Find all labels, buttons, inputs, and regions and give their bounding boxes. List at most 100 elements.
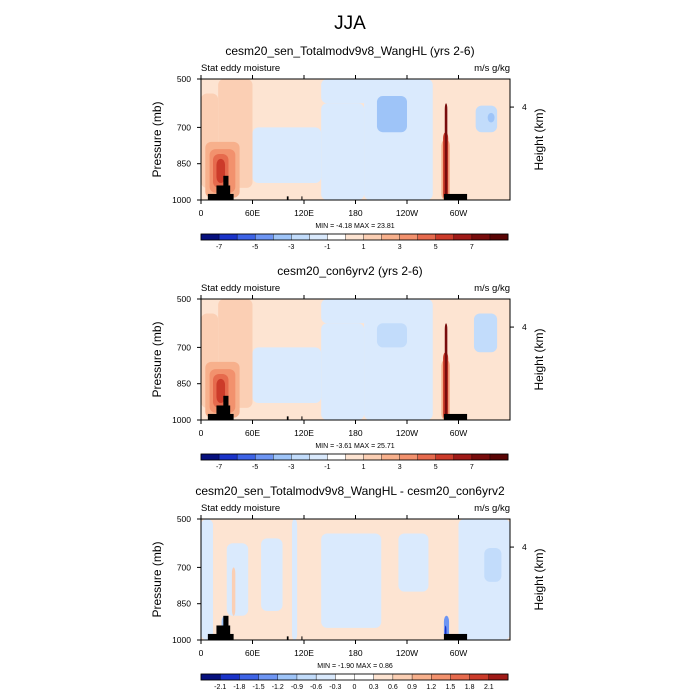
- contour-region: [376, 95, 407, 133]
- y-tick-label: 850: [177, 379, 191, 389]
- contour-region: [291, 519, 298, 640]
- colorbar-label: 1: [362, 464, 366, 471]
- x-tick-label: 0: [199, 208, 204, 218]
- contour-region: [376, 323, 407, 348]
- y-tick-label: 500: [177, 74, 191, 84]
- panel-title: cesm20_con6yrv2 (yrs 2-6): [277, 264, 422, 278]
- colorbar-swatch: [335, 673, 355, 681]
- contour-region: [216, 378, 226, 404]
- contour-region: [321, 103, 365, 200]
- colorbar-swatch: [273, 453, 292, 461]
- x-tick-label: 180: [348, 648, 362, 658]
- colorbar-label: -3: [288, 244, 294, 251]
- topography-mask: [301, 196, 303, 200]
- colorbar-swatch: [381, 233, 401, 241]
- colorbar-swatch: [453, 233, 473, 241]
- contour-region: [252, 347, 322, 404]
- colorbar-swatch: [431, 673, 451, 681]
- right-y-tick-label: 4: [522, 102, 527, 112]
- y-tick-label: 700: [177, 562, 191, 572]
- colorbar-frame: [200, 673, 509, 681]
- colorbar-label: 0.3: [369, 684, 379, 691]
- y-axis-title: Pressure (mb): [150, 101, 164, 177]
- topography-mask: [223, 175, 229, 200]
- colorbar-swatch: [309, 453, 328, 461]
- right-y-tick-label: 4: [522, 322, 527, 332]
- contour-region: [458, 519, 510, 640]
- contour-region: [321, 79, 373, 104]
- contour-region: [226, 543, 249, 616]
- colorbar-swatch: [200, 453, 220, 461]
- y-tick-label: 1000: [172, 415, 191, 425]
- colorbar-swatch: [327, 453, 346, 461]
- colorbar-swatch: [315, 673, 336, 681]
- y-tick-label: 500: [177, 514, 191, 524]
- colorbar-label: -5: [252, 464, 258, 471]
- contour-region: [444, 323, 448, 420]
- colorbar-swatch: [309, 233, 328, 241]
- colorbar-label: 1.2: [426, 684, 436, 691]
- topography-mask: [286, 416, 289, 420]
- contour-region: [475, 105, 498, 133]
- contour-region: [216, 158, 226, 184]
- right-y-tick-label: 4: [522, 542, 527, 552]
- colorbar-swatch: [354, 673, 375, 681]
- colorbar-swatch: [373, 673, 394, 681]
- y-tick-label: 1000: [172, 635, 191, 645]
- colorbar-swatch: [363, 453, 383, 461]
- colorbar-swatch: [435, 233, 455, 241]
- colorbar-swatch: [254, 233, 274, 241]
- colorbar-swatch: [200, 233, 220, 241]
- contour-region: [444, 103, 448, 200]
- colorbar-label: 1.8: [465, 684, 475, 691]
- colorbar-swatch: [489, 453, 509, 461]
- colorbar-swatch: [399, 453, 419, 461]
- panel-1: cesm20_sen_Totalmodv9v8_WangHL (yrs 2-6)…: [150, 44, 546, 251]
- x-tick-label: 180: [348, 428, 362, 438]
- topography-mask: [443, 413, 468, 420]
- colorbar-label: 7: [470, 464, 474, 471]
- colorbar-label: -2.1: [214, 684, 226, 691]
- colorbar-swatch: [258, 673, 279, 681]
- topography-mask: [286, 636, 289, 640]
- plot-area: [201, 519, 510, 640]
- colorbar-label: -7: [216, 464, 222, 471]
- left-string: Stat eddy moisture: [201, 63, 280, 74]
- colorbar-label: -1: [324, 464, 330, 471]
- colorbar-label: 0.6: [388, 684, 398, 691]
- colorbar-label: -3: [288, 464, 294, 471]
- colorbar-swatch: [363, 233, 383, 241]
- right-string: m/s g/kg: [474, 283, 510, 294]
- colorbar-swatch: [291, 453, 310, 461]
- plot-area: [201, 299, 510, 420]
- colorbar-label: -0.9: [291, 684, 303, 691]
- colorbar-swatch: [450, 673, 471, 681]
- x-tick-label: 120E: [294, 428, 314, 438]
- colorbar-label: -1.5: [253, 684, 265, 691]
- panel-3: cesm20_sen_Totalmodv9v8_WangHL - cesm20_…: [150, 484, 546, 691]
- colorbar-swatch: [236, 233, 256, 241]
- colorbar-swatch: [291, 233, 310, 241]
- right-string: m/s g/kg: [474, 63, 510, 74]
- min-max-stats: MIN = -4.18 MAX = 23.81: [315, 223, 394, 230]
- colorbar-swatch: [381, 453, 401, 461]
- colorbar-swatch: [411, 673, 432, 681]
- colorbar-swatch: [296, 673, 317, 681]
- colorbar-label: 0: [353, 684, 357, 691]
- topography-mask: [301, 416, 303, 420]
- colorbar-swatch: [327, 233, 346, 241]
- topography-mask: [443, 633, 468, 640]
- colorbar-swatch: [345, 233, 365, 241]
- colorbar-swatch: [435, 453, 455, 461]
- colorbar-swatch: [469, 673, 490, 681]
- topography-mask: [301, 636, 303, 640]
- figure-title: JJA: [334, 13, 366, 34]
- x-tick-label: 120E: [294, 208, 314, 218]
- x-tick-label: 120E: [294, 648, 314, 658]
- x-tick-label: 120W: [396, 208, 418, 218]
- plot-area: [201, 79, 510, 200]
- right-y-axis-title: Height (km): [532, 548, 546, 610]
- colorbar-swatch: [239, 673, 260, 681]
- panel-title: cesm20_sen_Totalmodv9v8_WangHL (yrs 2-6): [225, 44, 474, 58]
